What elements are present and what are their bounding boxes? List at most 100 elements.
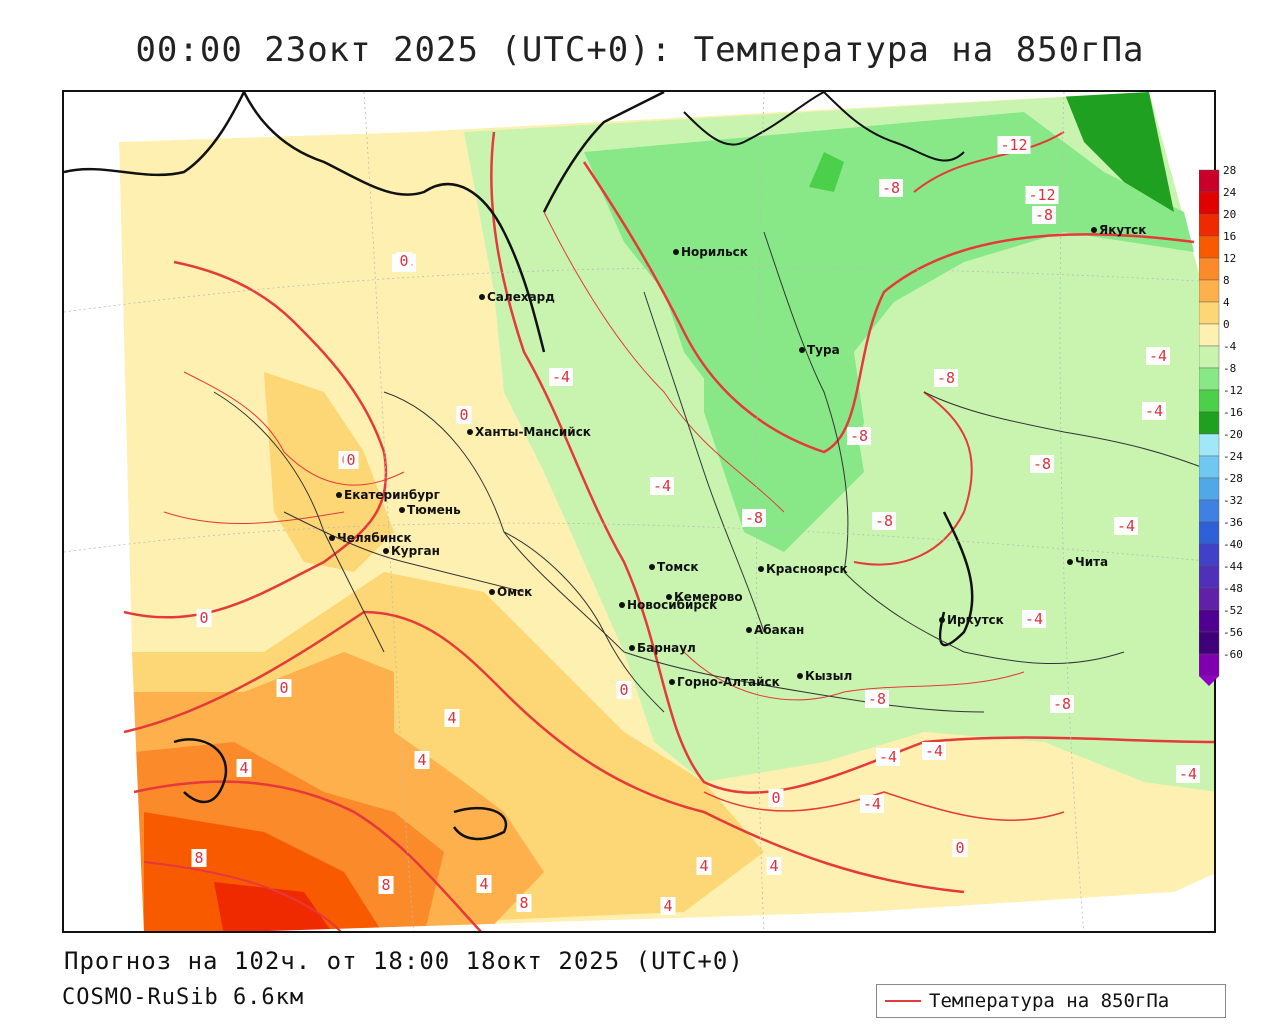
graticule <box>64 92 1214 931</box>
isotherm-label-bg <box>196 609 212 627</box>
city-label: Барнаул <box>637 641 696 655</box>
isotherm-label-text: 0 <box>955 839 964 857</box>
colorbar-tick-label: 0 <box>1223 318 1230 331</box>
city-label: Курган <box>391 544 440 558</box>
isotherm-label-text: -4 <box>1025 610 1043 628</box>
isotherm-label: 4 <box>766 857 782 875</box>
isotherm-label-bg <box>1025 186 1059 204</box>
colorbar-tick-label: -8 <box>1223 362 1236 375</box>
isotherm-label: -8 <box>742 509 766 527</box>
colorbar-tick-label: 12 <box>1223 252 1236 265</box>
isotherm-label: 0 <box>952 839 968 857</box>
isotherm-label-text: -4 <box>552 368 570 386</box>
forecast-info: Прогноз на 102ч. от 18:00 18окт 2025 (UT… <box>64 947 744 975</box>
colorbar-swatch <box>1199 653 1220 677</box>
colorbar-tick-label: -52 <box>1223 604 1243 617</box>
colorbar-tick-label: -4 <box>1223 340 1237 353</box>
city-dot <box>479 294 485 300</box>
colorbar-tick-label: 16 <box>1223 230 1236 243</box>
isotherm-label-text: 0 <box>199 609 208 627</box>
isotherm-label-text: 8 <box>519 894 528 912</box>
isotherm-labels: -12 -12 -8 -8 -8 -8 -8 -8 -8 -8 -8 -4 -4 -4 -4 -4 -4 -4 -4… <box>191 136 1200 915</box>
isotherm-label: -4 <box>1146 347 1170 365</box>
isotherm-label-bg <box>378 876 394 894</box>
isotherm-label-bg <box>997 136 1031 154</box>
isotherm-label-text: -8 <box>850 427 868 445</box>
isotherm-label-bg <box>847 427 871 445</box>
isotherm-label-text: -8 <box>1053 695 1071 713</box>
isotherm-label-text: -4 <box>1117 517 1135 535</box>
isotherm-contours <box>123 131 1214 931</box>
isotherm-label-text: -4 <box>863 795 881 813</box>
isotherm-label: 0 <box>343 451 359 469</box>
isotherm-label-text: -8 <box>868 690 886 708</box>
isotherm-label-text: -4 <box>1179 765 1197 783</box>
colorbar-tick-label: -40 <box>1223 538 1243 551</box>
city-dot <box>629 645 635 651</box>
colorbar-tick-label: 8 <box>1223 274 1230 287</box>
isotherm-label-bg <box>1022 610 1046 628</box>
isotherm-label-text: 8 <box>194 849 203 867</box>
isotherm-label-text: 0 <box>346 451 355 469</box>
isotherm-label-bg <box>696 857 712 875</box>
city-label: Абакан <box>754 623 804 637</box>
city-dot <box>399 507 405 513</box>
isotherm-label: -4 <box>650 477 674 495</box>
colorbar-tick-label: -60 <box>1223 648 1243 661</box>
isotherm-label: -8 <box>865 690 889 708</box>
isotherm-label: -8 <box>847 427 871 445</box>
isotherm-label-bg <box>456 406 472 424</box>
isotherm-label-bg <box>650 477 674 495</box>
isotherm-label-text: 4 <box>447 709 456 727</box>
isotherm-label: 4 <box>696 857 712 875</box>
isotherm-label: 0 <box>456 406 472 424</box>
colorbar-swatch <box>1199 411 1220 435</box>
colorbar-swatch <box>1199 587 1220 611</box>
city-label: Иркутск <box>947 613 1004 627</box>
isotherm-label-bg <box>516 894 532 912</box>
colorbar-swatch <box>1199 213 1220 237</box>
city-label: Кызыл <box>805 669 852 683</box>
isotherm-label: 4 <box>414 751 430 769</box>
isotherm-label-bg <box>236 759 252 777</box>
map-canvas: Норильск Якутск Салехард Тура Ханты-Мансийск… <box>64 92 1214 931</box>
colorbar-tick-label: -44 <box>1223 560 1243 573</box>
forecast-map: Норильск Якутск Салехард Тура Ханты-Мансийск… <box>62 90 1216 933</box>
isotherm-label: -8 <box>1032 206 1056 224</box>
colorbar-tick-label: -12 <box>1223 384 1243 397</box>
colorbar-tick-label: -28 <box>1223 472 1243 485</box>
isotherm-label: -4 <box>922 742 946 760</box>
isotherm-label-text: -8 <box>1035 206 1053 224</box>
isotherm-label-bg <box>396 252 412 270</box>
isotherm-label-bg <box>742 509 766 527</box>
colorbar-swatch <box>1199 279 1220 303</box>
isotherm-label: 4 <box>236 759 252 777</box>
isotherm-label-text: 4 <box>769 857 778 875</box>
isotherm-label: 8 <box>378 876 394 894</box>
isotherm-label: -8 <box>1030 455 1054 473</box>
isotherm-label-bg <box>860 795 884 813</box>
isotherm-label-bg <box>343 451 359 469</box>
city-label: Красноярск <box>766 562 848 576</box>
city-dot <box>939 617 945 623</box>
colorbar-tick-label: 20 <box>1223 208 1236 221</box>
colorbar-swatch <box>1199 477 1220 501</box>
isotherm-label: -8 <box>934 369 958 387</box>
isotherm-label: -4 <box>549 368 573 386</box>
city-label: Чита <box>1075 555 1108 569</box>
colorbar-tick-label: 28 <box>1223 164 1236 177</box>
colorbar-swatch <box>1199 499 1220 523</box>
colorbar-swatch <box>1199 631 1220 655</box>
colorbar-swatch <box>1199 543 1220 567</box>
isotherm-label-text: -8 <box>937 369 955 387</box>
isotherm-label-bg <box>879 179 903 197</box>
model-info: COSMO-RuSib 6.6км <box>62 985 305 1010</box>
city-dot <box>649 564 655 570</box>
isotherm-label: 0 <box>396 252 412 270</box>
colorbar-tick-label: -36 <box>1223 516 1243 529</box>
city-dot <box>758 566 764 572</box>
colorbar-tick-label: 4 <box>1223 296 1230 309</box>
colorbar-tick-label: -48 <box>1223 582 1243 595</box>
isotherm-label-text: 4 <box>699 857 708 875</box>
colorbar-swatch <box>1199 323 1220 347</box>
